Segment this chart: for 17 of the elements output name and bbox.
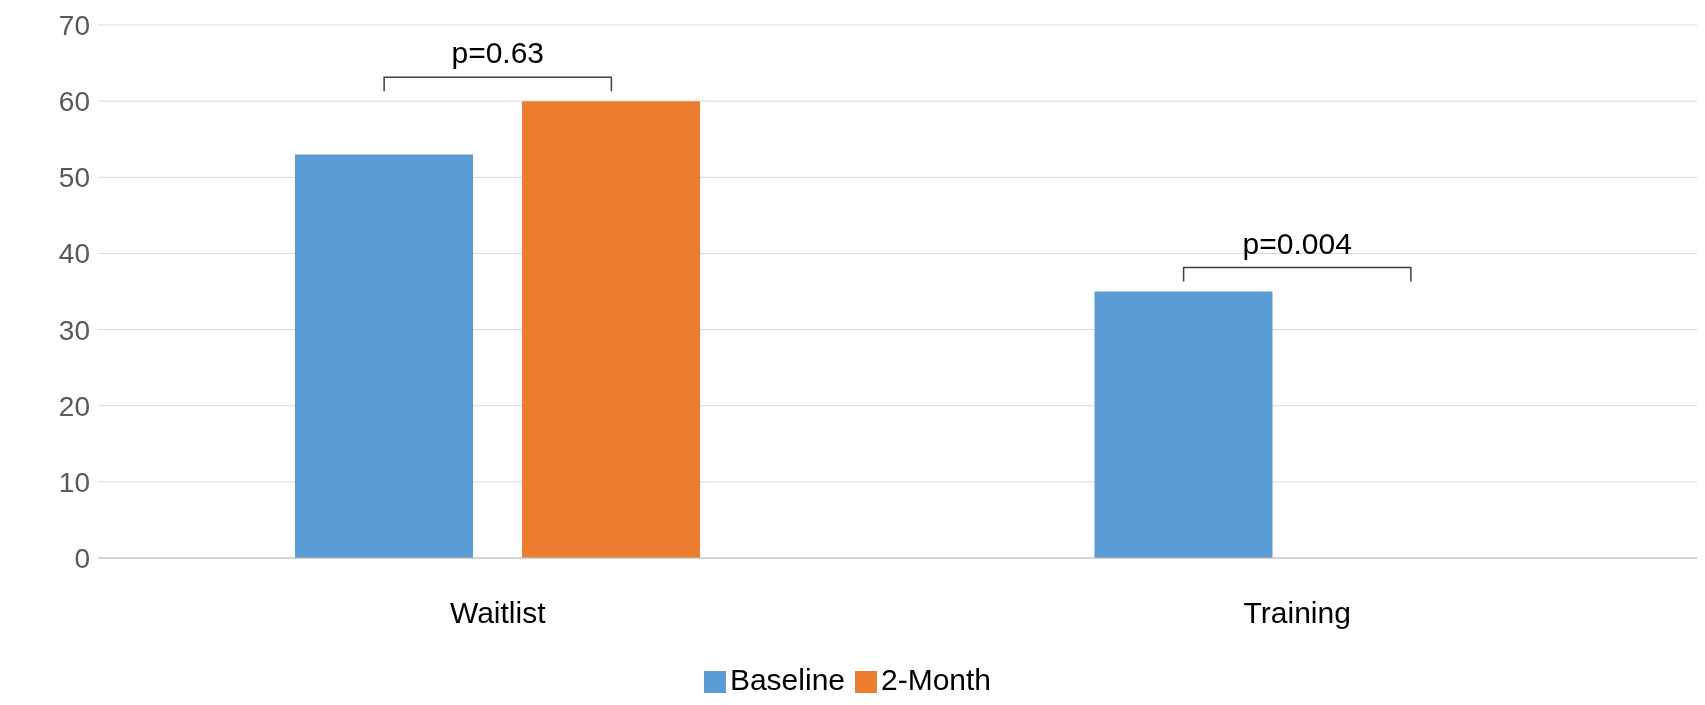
x-tick-label: Training bbox=[1243, 596, 1351, 630]
y-tick-label: 30 bbox=[58, 314, 90, 346]
annotation: p=0.004 bbox=[1242, 226, 1352, 260]
bar bbox=[522, 101, 700, 558]
bar bbox=[295, 154, 473, 558]
legend-label: Baseline bbox=[729, 663, 845, 696]
y-tick-label: 50 bbox=[58, 162, 90, 194]
y-tick-label: 70 bbox=[58, 9, 90, 41]
y-tick-label: 10 bbox=[58, 466, 90, 498]
legend-label: 2-Month bbox=[881, 663, 992, 696]
y-tick-label: 0 bbox=[74, 542, 90, 574]
y-tick-label: 20 bbox=[58, 390, 90, 422]
bar bbox=[1094, 291, 1273, 558]
x-tick-label: Waitlist bbox=[449, 596, 547, 630]
annotation: p=0.63 bbox=[451, 36, 545, 70]
y-tick-label: 40 bbox=[58, 238, 90, 270]
y-tick-label: 60 bbox=[58, 86, 90, 118]
